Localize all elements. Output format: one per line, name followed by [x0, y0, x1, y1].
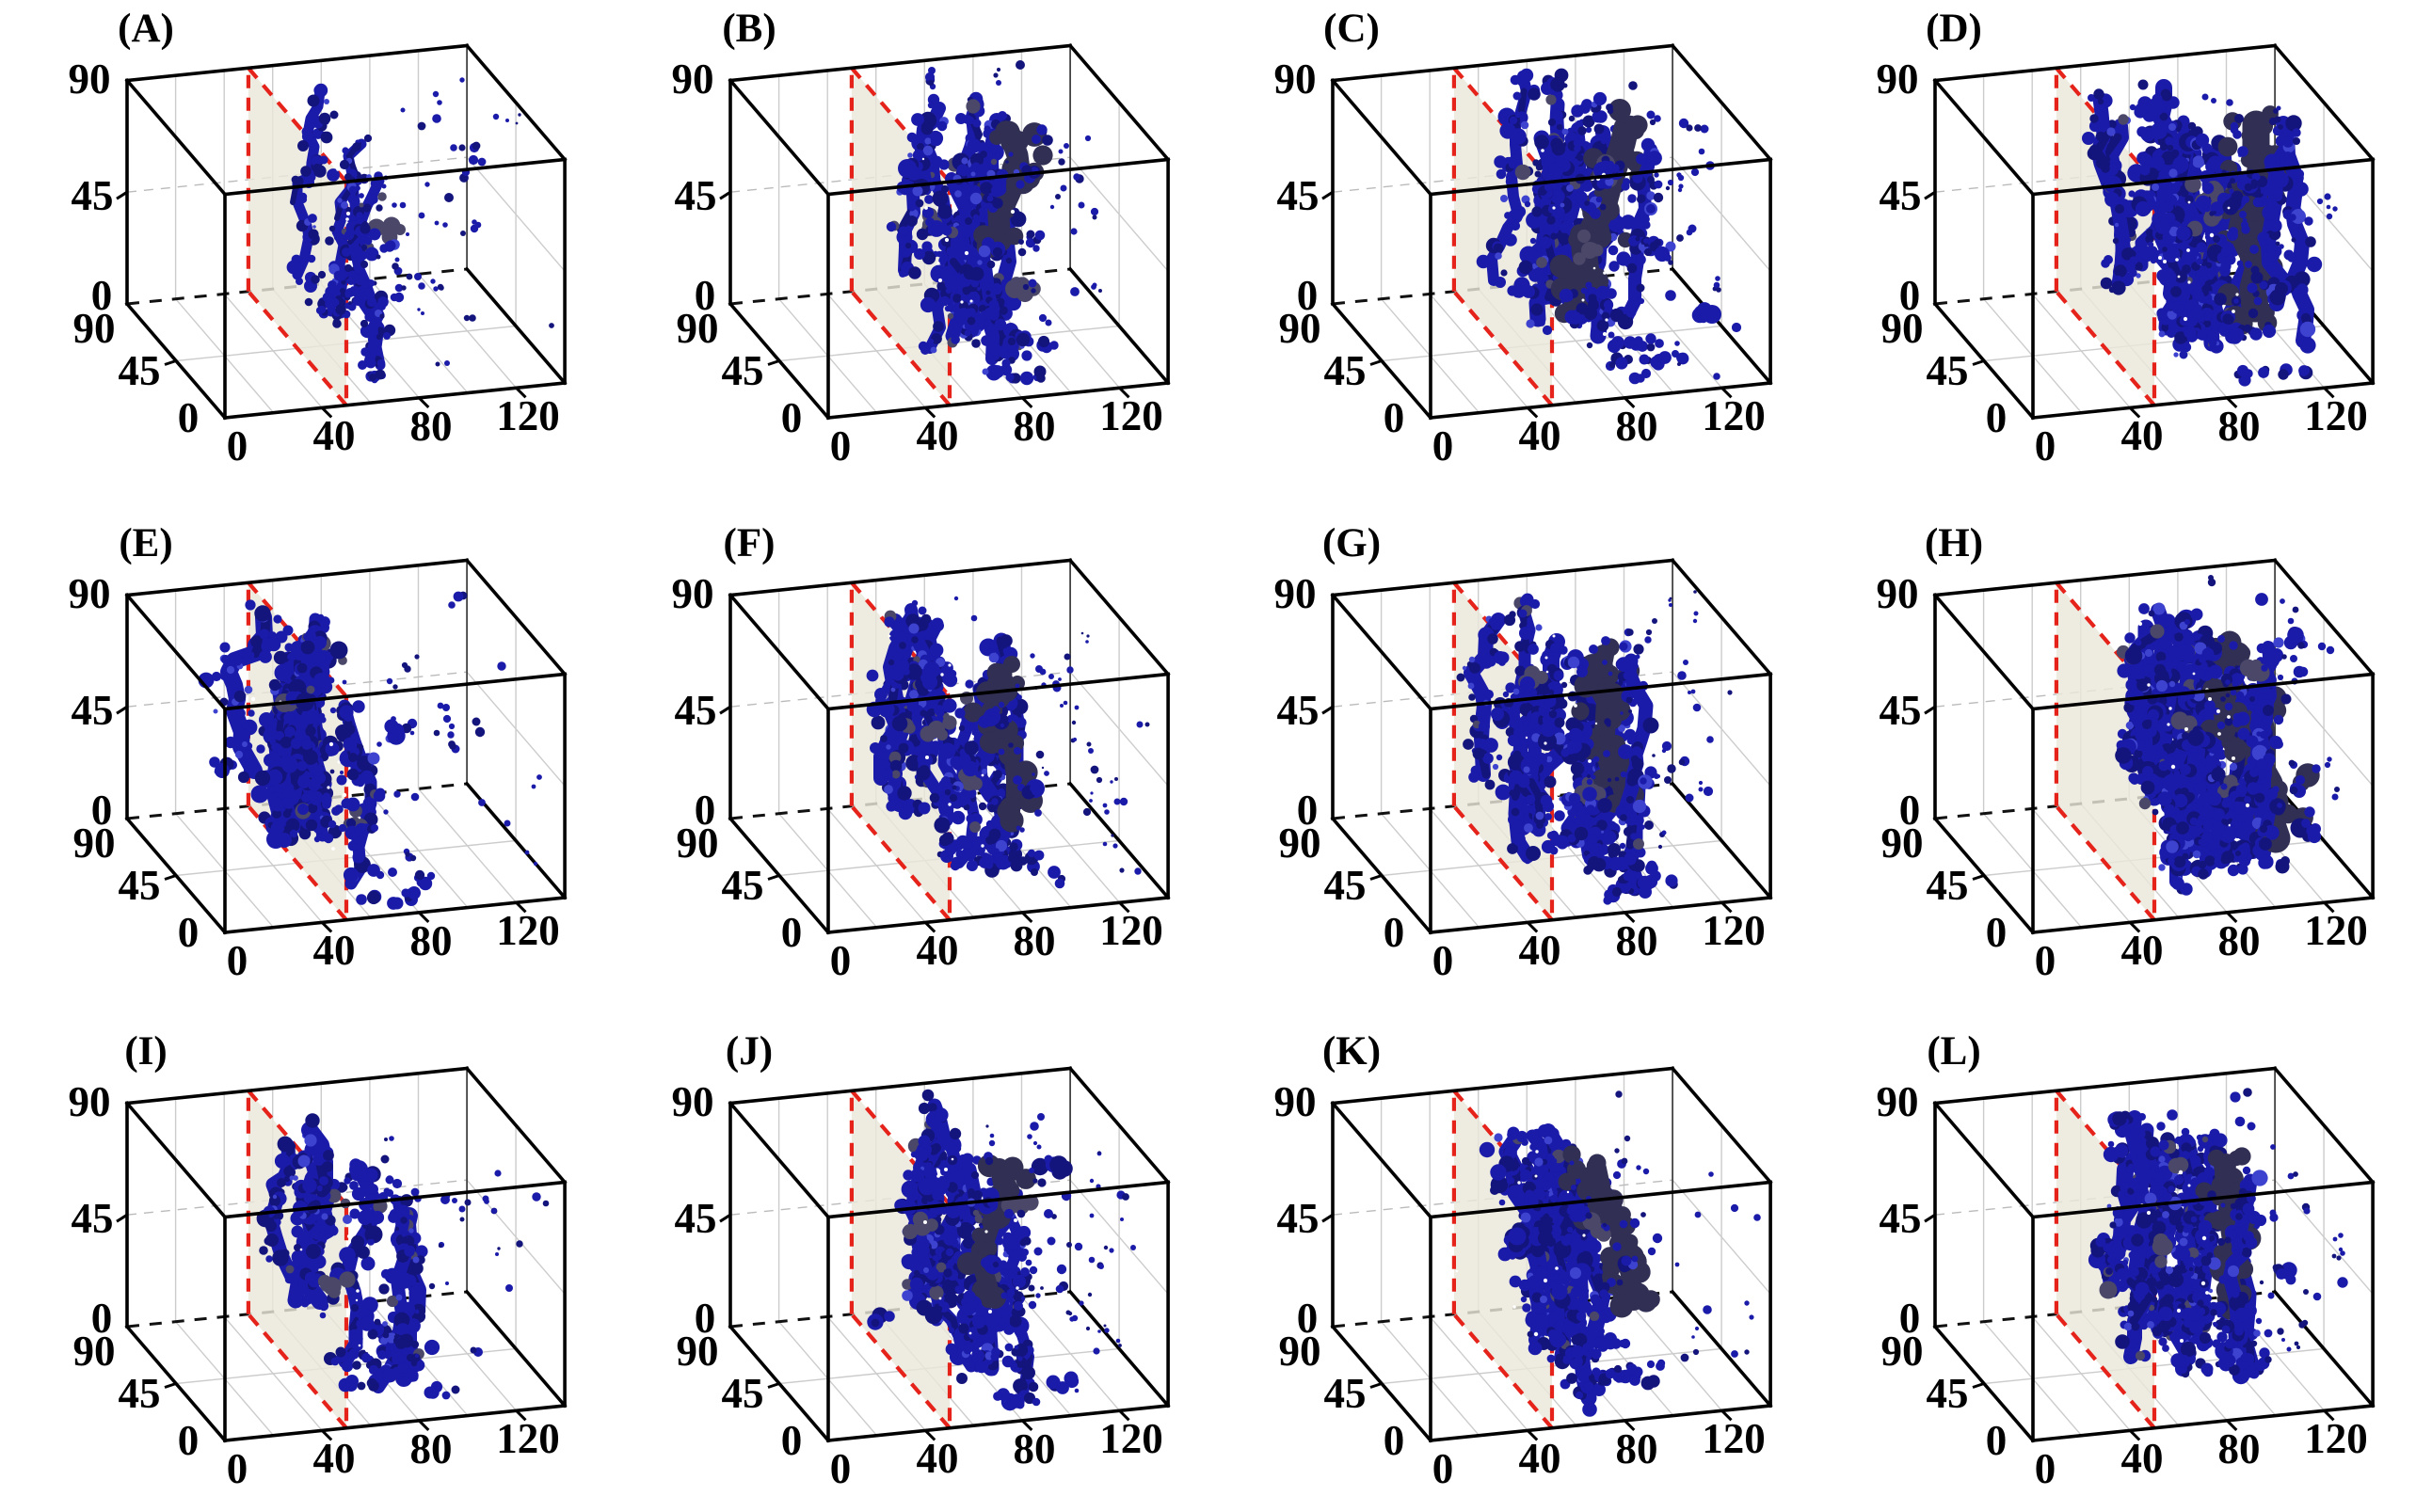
svg-text:(F): (F)	[724, 521, 776, 565]
svg-text:(E): (E)	[119, 521, 172, 565]
svg-text:(D): (D)	[1926, 7, 1982, 51]
svg-text:(B): (B)	[722, 7, 776, 51]
svg-text:(G): (G)	[1322, 521, 1381, 565]
svg-text:(A): (A)	[118, 7, 174, 51]
svg-text:(C): (C)	[1323, 7, 1380, 51]
